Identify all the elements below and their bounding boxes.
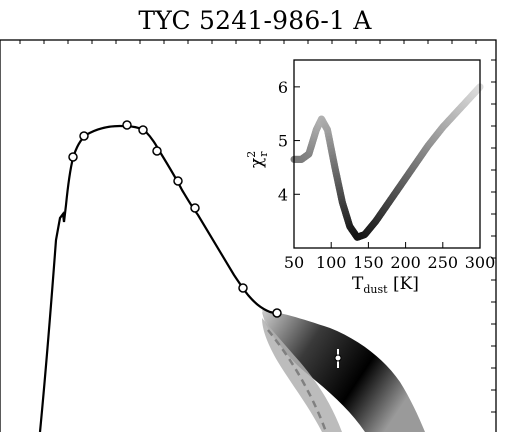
inset-y-tick-label: 4 — [278, 185, 288, 204]
main-tick-marks — [19, 40, 496, 413]
inset-x-tick-label: 50 — [284, 253, 304, 272]
inset-background — [287, 60, 482, 250]
inset-x-tick-label: 150 — [353, 253, 384, 272]
photometry-point-p2 — [79, 131, 89, 141]
sed-model-line — [38, 124, 281, 432]
photometry-point-p4 — [138, 125, 148, 135]
inset-tick-labels: 50 100 150 200 250 300 4 5 6 — [278, 78, 495, 272]
dust-model-fan — [262, 310, 425, 432]
inset-x-axis-label: Tdust [K] — [352, 274, 419, 296]
photometry-point-p1 — [68, 152, 78, 162]
chart-title: TYC 5241-986-1 A — [138, 6, 372, 35]
photometry-point-p9 — [272, 308, 282, 318]
main-plot-frame — [0, 39, 497, 432]
stellar-photosphere-line — [267, 329, 328, 432]
excess-point — [334, 349, 342, 368]
photometry-point-p8 — [238, 283, 248, 293]
photometry-point-p3 — [122, 120, 132, 130]
inset-chi2-curve — [290, 83, 484, 241]
dust-model-fan-lower — [262, 318, 342, 432]
inset-y-tick-label: 5 — [278, 132, 288, 151]
inset-y-tick-label: 6 — [278, 78, 288, 97]
inset-frame — [293, 59, 481, 249]
inset-x-tick-label: 300 — [465, 253, 496, 272]
inset-x-tick-label: 200 — [390, 253, 421, 272]
photometry-point-p6 — [173, 176, 183, 186]
photometry-points — [68, 120, 282, 318]
photometry-point-p5 — [152, 146, 162, 156]
photometry-point-p7 — [190, 203, 200, 213]
inset-x-tick-label: 250 — [428, 253, 459, 272]
inset-y-axis-label: χ2r — [245, 151, 270, 168]
inset-tick-marks — [293, 86, 481, 248]
inset-x-tick-label: 100 — [316, 253, 347, 272]
